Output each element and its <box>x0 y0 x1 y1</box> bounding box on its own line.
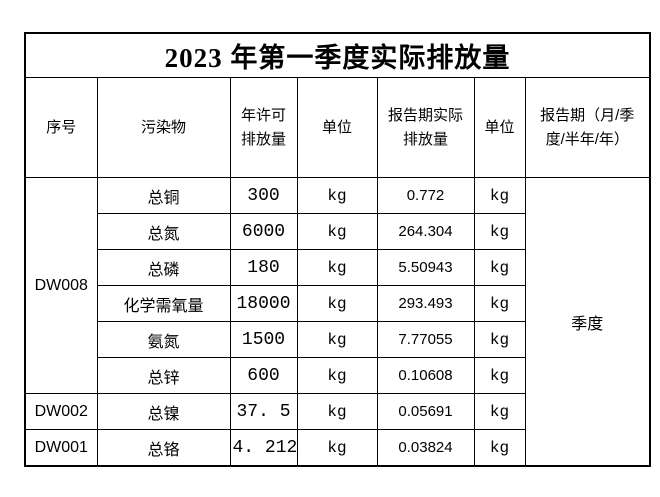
pollutant-name: 总锌 <box>96 357 231 394</box>
permitted-value: 4. 212 <box>229 429 298 467</box>
table-row: 总锌 600 kg 0.10608 kg <box>25 357 650 394</box>
permitted-value: 180 <box>229 249 298 286</box>
reporting-period-value: 季度 <box>524 177 651 467</box>
table-row: DW008 总铜 300 kg 0.772 kg 季度 <box>24 177 651 467</box>
header-pollutant: 污染物 <box>96 77 231 178</box>
header-index: 序号 <box>24 77 98 178</box>
permitted-value: 1500 <box>229 321 298 358</box>
unit-value: kg <box>473 213 526 250</box>
actual-value: 293.493 <box>376 285 475 322</box>
unit-value: kg <box>473 249 526 286</box>
table-row: DW001 总铬 4. 212 kg 0.03824 kg <box>24 429 650 467</box>
table-row: DW002 总镍 37. 5 kg 0.05691 kg <box>24 393 650 430</box>
header-unit-2: 单位 <box>473 77 526 178</box>
table-row: 化学需氧量 18000 kg 293.493 kg <box>25 285 650 322</box>
actual-value: 264.304 <box>376 213 475 250</box>
emissions-table: 2023 年第一季度实际排放量 序号 污染物 年许可 排放量 单位 报告期实际 … <box>24 32 651 467</box>
permitted-value: 300 <box>229 177 298 214</box>
header-unit-1: 单位 <box>296 77 378 178</box>
permitted-value: 6000 <box>229 213 298 250</box>
unit-value: kg <box>296 357 378 394</box>
unit-value: kg <box>296 285 378 322</box>
actual-value: 0.05691 <box>376 393 475 430</box>
unit-value: kg <box>296 177 378 214</box>
pollutant-name: 总镍 <box>96 393 231 430</box>
unit-value: kg <box>473 321 526 358</box>
pollutant-name: 总铬 <box>96 429 231 467</box>
actual-value: 7.77055 <box>376 321 475 358</box>
actual-value: 0.772 <box>376 177 475 214</box>
unit-value: kg <box>296 249 378 286</box>
pollutant-name: 氨氮 <box>96 321 231 358</box>
unit-value: kg <box>473 393 526 430</box>
table-row: 总氮 6000 kg 264.304 kg <box>25 213 650 250</box>
outlet-id-dw001: DW001 <box>24 429 98 467</box>
pollutant-name: 总氮 <box>96 213 231 250</box>
actual-value: 5.50943 <box>376 249 475 286</box>
title-row: 2023 年第一季度实际排放量 <box>24 32 651 78</box>
pollutant-name: 化学需氧量 <box>96 285 231 322</box>
permitted-value: 18000 <box>229 285 298 322</box>
table-title: 2023 年第一季度实际排放量 <box>24 32 651 78</box>
header-permitted-amount: 年许可 排放量 <box>229 77 298 178</box>
actual-value: 0.03824 <box>376 429 475 467</box>
unit-value: kg <box>296 213 378 250</box>
unit-value: kg <box>296 393 378 430</box>
permitted-value: 37. 5 <box>229 393 298 430</box>
permitted-value: 600 <box>229 357 298 394</box>
unit-value: kg <box>473 357 526 394</box>
pollutant-name: 总磷 <box>96 249 231 286</box>
pollutant-name: 总铜 <box>96 177 231 214</box>
unit-value: kg <box>473 177 526 214</box>
header-row: 序号 污染物 年许可 排放量 单位 报告期实际 排放量 单位 报告期（月/季 度… <box>24 77 651 178</box>
header-actual-amount: 报告期实际 排放量 <box>376 77 475 178</box>
table-row: 总磷 180 kg 5.50943 kg <box>25 249 650 286</box>
outlet-id-dw002: DW002 <box>24 393 98 430</box>
outlet-id-dw008: DW008 <box>24 177 98 394</box>
unit-value: kg <box>296 321 378 358</box>
unit-value: kg <box>473 429 526 467</box>
actual-value: 0.10608 <box>376 357 475 394</box>
header-reporting-period: 报告期（月/季 度/半年/年） <box>524 77 651 178</box>
unit-value: kg <box>473 285 526 322</box>
unit-value: kg <box>296 429 378 467</box>
table-row: 氨氮 1500 kg 7.77055 kg <box>25 321 650 358</box>
